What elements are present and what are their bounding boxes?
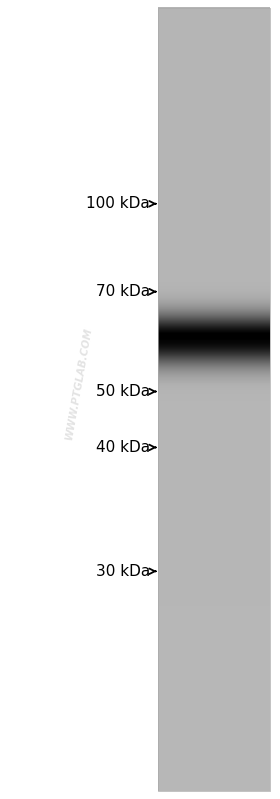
Text: 70 kDa: 70 kDa [96, 284, 150, 299]
Text: 40 kDa: 40 kDa [96, 440, 150, 455]
Text: 100 kDa: 100 kDa [86, 197, 150, 211]
Text: WWW.PTGLAB.COM: WWW.PTGLAB.COM [64, 327, 93, 440]
Text: 30 kDa: 30 kDa [95, 564, 150, 578]
Text: 50 kDa: 50 kDa [96, 384, 150, 399]
